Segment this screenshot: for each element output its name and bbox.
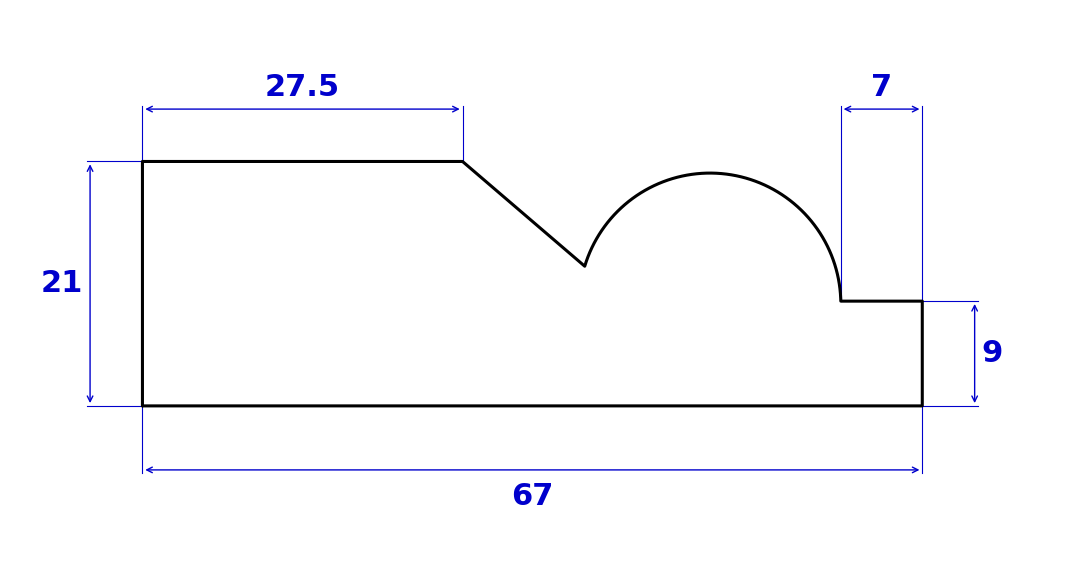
Text: 67: 67 [511, 482, 554, 511]
Text: 9: 9 [981, 339, 1003, 368]
Text: 21: 21 [40, 269, 83, 298]
Text: 7: 7 [871, 73, 892, 102]
Text: 27.5: 27.5 [264, 73, 341, 102]
